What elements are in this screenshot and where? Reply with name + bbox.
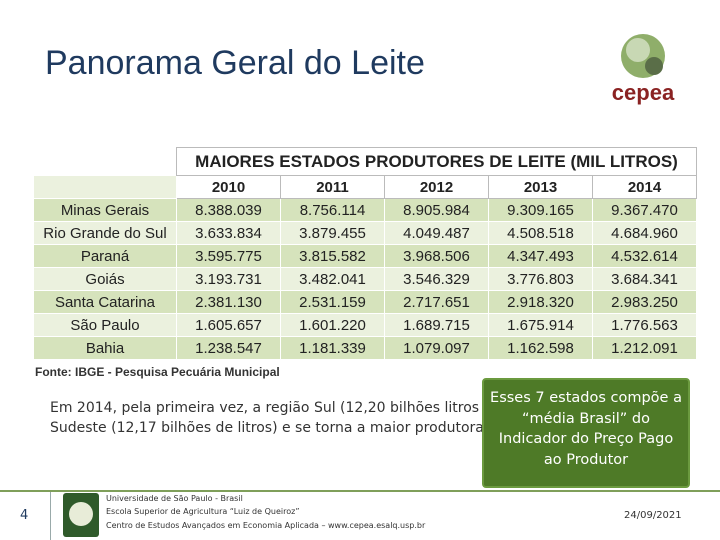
value-cell: 9.367.470: [592, 198, 697, 222]
value-cell: 1.605.657: [176, 313, 281, 337]
value-cell: 1.079.097: [384, 336, 489, 360]
state-cell: Santa Catarina: [33, 290, 177, 314]
callout-line: ao Produtor: [543, 451, 629, 468]
value-cell: 9.309.165: [488, 198, 593, 222]
value-cell: 3.879.455: [280, 221, 385, 245]
value-cell: 4.532.614: [592, 244, 697, 268]
state-cell: São Paulo: [33, 313, 177, 337]
state-cell: Minas Gerais: [33, 198, 177, 222]
value-cell: 1.601.220: [280, 313, 385, 337]
value-cell: 1.162.598: [488, 336, 593, 360]
production-table: MAIORES ESTADOS PRODUTORES DE LEITE (MIL…: [33, 147, 697, 360]
value-cell: 4.684.960: [592, 221, 697, 245]
footer-line: Centro de Estudos Avançados em Economia …: [106, 521, 426, 530]
year-header: 2013: [488, 175, 593, 199]
callout-box: Esses 7 estados compõe a “média Brasil” …: [482, 378, 690, 488]
callout-line: “média Brasil” do: [522, 410, 650, 427]
value-cell: 8.756.114: [280, 198, 385, 222]
callout-line: Indicador do Preço Pago: [498, 431, 674, 447]
value-cell: 3.633.834: [176, 221, 281, 245]
value-cell: 3.546.329: [384, 267, 489, 291]
value-cell: 3.776.803: [488, 267, 593, 291]
footer-line: Escola Superior de Agricultura “Luiz de …: [106, 507, 300, 516]
value-cell: 3.595.775: [176, 244, 281, 268]
table-row: Paraná 3.595.775 3.815.582 3.968.506 4.347.4…: [33, 244, 697, 268]
cepea-logo: cepea: [612, 34, 675, 105]
value-cell: 4.049.487: [384, 221, 489, 245]
value-cell: 8.905.984: [384, 198, 489, 222]
date: 24/09/2021: [624, 510, 682, 521]
state-cell: Paraná: [33, 244, 177, 268]
year-header: 2010: [176, 175, 281, 199]
table-row: Bahia 1.238.547 1.181.339 1.079.097 1.162.59…: [33, 336, 697, 360]
value-cell: 2.717.651: [384, 290, 489, 314]
table-row: São Paulo 1.605.657 1.601.220 1.689.715 1.67…: [33, 313, 697, 337]
value-cell: 1.675.914: [488, 313, 593, 337]
value-cell: 2.918.320: [488, 290, 593, 314]
state-cell: Rio Grande do Sul: [33, 221, 177, 245]
table-row: Goiás 3.193.731 3.482.041 3.546.329 3.776.80…: [33, 267, 697, 291]
footer-line: Universidade de São Paulo - Brasil: [106, 494, 243, 503]
table-row: Minas Gerais 8.388.039 8.756.114 8.905.984 9…: [33, 198, 697, 222]
blank-cell: [34, 148, 177, 176]
slide-title: Panorama Geral do Leite: [45, 44, 425, 82]
year-header: 2011: [280, 175, 385, 199]
value-cell: 8.388.039: [176, 198, 281, 222]
logo-seal: [69, 502, 93, 526]
logo-text: cepea: [612, 80, 675, 105]
value-cell: 1.776.563: [592, 313, 697, 337]
value-cell: 3.815.582: [280, 244, 385, 268]
value-cell: 3.482.041: [280, 267, 385, 291]
table-row: Rio Grande do Sul 3.633.834 3.879.455 4.049…: [33, 221, 697, 245]
logo-globe-light: [626, 38, 650, 62]
value-cell: 1.689.715: [384, 313, 489, 337]
value-cell: 2.983.250: [592, 290, 697, 314]
value-cell: 3.968.506: [384, 244, 489, 268]
blank-cell: [33, 175, 177, 199]
value-cell: 4.508.518: [488, 221, 593, 245]
year-header: 2014: [592, 175, 697, 199]
value-cell: 3.684.341: [592, 267, 697, 291]
value-cell: 2.531.159: [280, 290, 385, 314]
state-cell: Goiás: [33, 267, 177, 291]
value-cell: 3.193.731: [176, 267, 281, 291]
esalq-logo: [63, 493, 99, 537]
paragraph-line: Sudeste (12,17 bilhões de litros) e se t…: [50, 420, 484, 436]
logo-globe-dark: [645, 57, 663, 75]
paragraph-line: Em 2014, pela primeira vez, a região Sul…: [50, 400, 480, 416]
year-header: 2012: [384, 175, 489, 199]
value-cell: 1.181.339: [280, 336, 385, 360]
value-cell: 4.347.493: [488, 244, 593, 268]
footer-rule: [0, 490, 720, 492]
page-number: 4: [20, 508, 29, 523]
state-cell: Bahia: [33, 336, 177, 360]
value-cell: 1.238.547: [176, 336, 281, 360]
source: Fonte: IBGE - Pesquisa Pecuária Municipa…: [35, 365, 280, 379]
footer-divider: [50, 492, 51, 540]
table-row: Santa Catarina 2.381.130 2.531.159 2.717.65…: [33, 290, 697, 314]
value-cell: 2.381.130: [176, 290, 281, 314]
value-cell: 1.212.091: [592, 336, 697, 360]
table-caption: MAIORES ESTADOS PRODUTORES DE LEITE (MIL…: [176, 147, 697, 176]
callout-line: Esses 7 estados compõe a: [490, 390, 682, 406]
